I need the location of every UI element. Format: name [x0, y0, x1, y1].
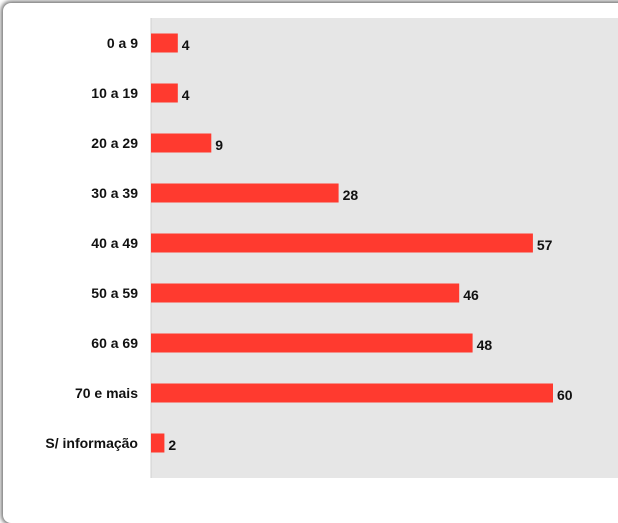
category-label: 70 e mais [75, 385, 138, 401]
category-labels: 0 a 9 10 a 19 20 a 29 30 a 39 40 a 49 50 a 59… [45, 35, 138, 451]
category-label: S/ informação [45, 435, 138, 451]
category-label: 20 a 29 [91, 135, 138, 151]
bar [151, 333, 473, 353]
value-label: 9 [215, 137, 223, 153]
bar [151, 133, 212, 153]
value-label: 46 [463, 287, 479, 303]
value-label: 48 [477, 337, 493, 353]
bar [151, 183, 339, 203]
value-label: 28 [343, 187, 359, 203]
value-label: 2 [168, 437, 176, 453]
bar [151, 33, 178, 53]
category-label: 60 a 69 [91, 335, 138, 351]
value-label: 4 [182, 87, 190, 103]
bar [151, 383, 553, 403]
value-label: 4 [182, 37, 190, 53]
bar [151, 233, 533, 253]
category-label: 0 a 9 [107, 35, 138, 51]
category-label: 40 a 49 [91, 235, 138, 251]
bars [151, 33, 553, 453]
value-labels: 4 4 9 28 57 46 48 60 2 [168, 37, 572, 453]
category-label: 50 a 59 [91, 285, 138, 301]
category-label: 10 a 19 [91, 85, 138, 101]
bar [151, 433, 165, 453]
bar [151, 83, 178, 103]
bar-chart: 0 a 9 10 a 19 20 a 29 30 a 39 40 a 49 50 a 59… [45, 18, 618, 478]
category-label: 30 a 39 [91, 185, 138, 201]
bar [151, 283, 460, 303]
value-label: 60 [557, 387, 573, 403]
value-label: 57 [537, 237, 553, 253]
